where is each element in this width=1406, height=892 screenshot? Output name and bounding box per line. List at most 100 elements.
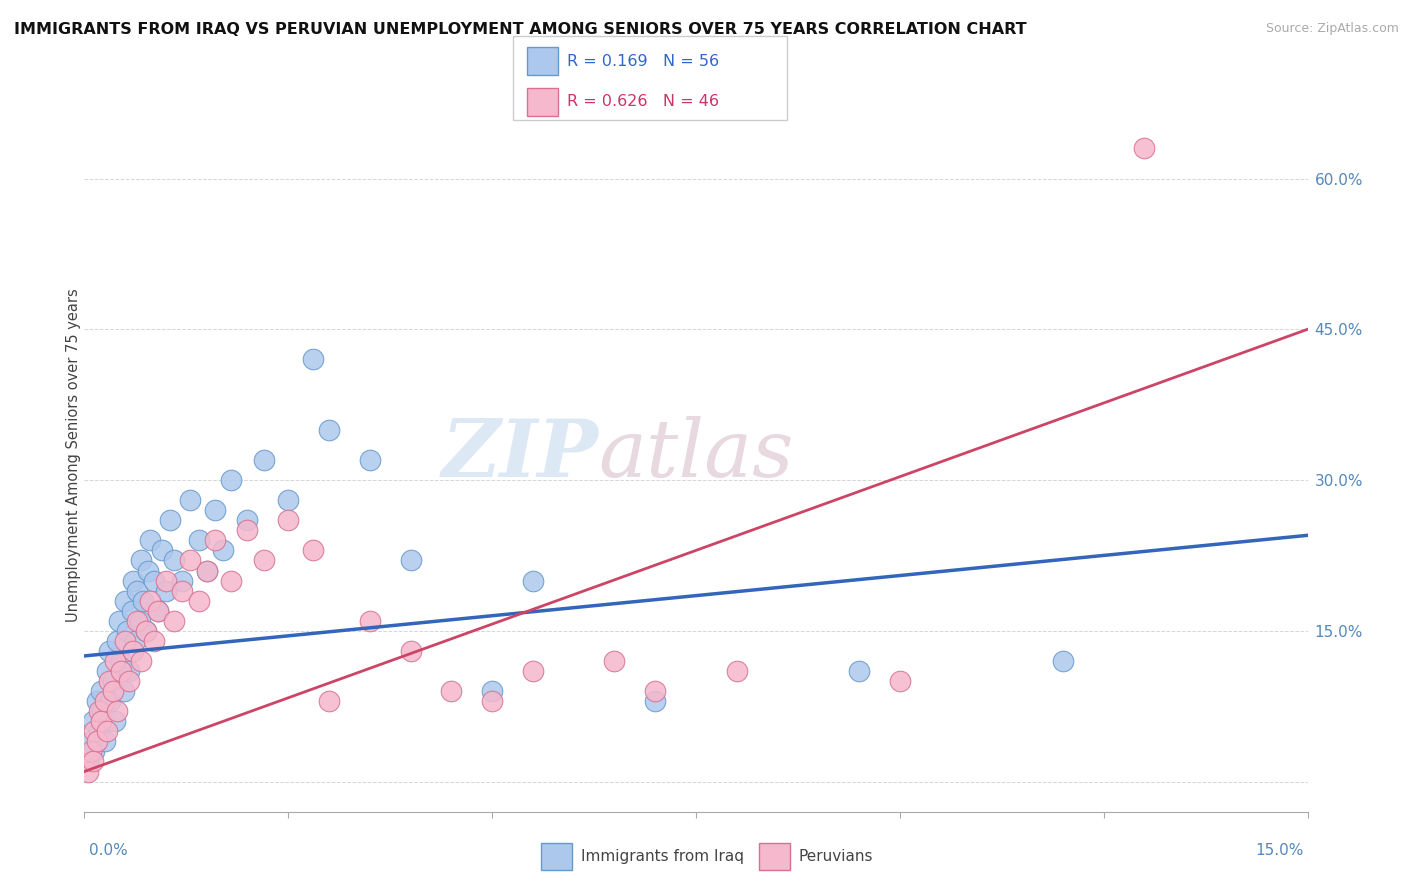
Point [83, 724, 105, 739]
Point [889, 674, 911, 689]
Point [96, 664, 118, 678]
Y-axis label: Unemployment Among Seniors over 75 years: Unemployment Among Seniors over 75 years [66, 288, 80, 622]
Point [219, 574, 242, 588]
Point [118, 664, 141, 678]
Point [253, 553, 276, 567]
Point [135, 624, 157, 638]
Point [644, 684, 666, 698]
Point [277, 513, 299, 527]
Point [110, 664, 132, 678]
Point [481, 684, 503, 698]
Point [132, 593, 155, 607]
Text: IMMIGRANTS FROM IRAQ VS PERUVIAN UNEMPLOYMENT AMONG SENIORS OVER 75 YEARS CORREL: IMMIGRANTS FROM IRAQ VS PERUVIAN UNEMPLO… [14, 22, 1026, 37]
Point [107, 614, 129, 628]
Point [440, 684, 463, 698]
Point [179, 553, 201, 567]
Point [204, 533, 226, 548]
Point [101, 684, 124, 698]
Text: R = 0.626   N = 46: R = 0.626 N = 46 [567, 95, 718, 110]
Point [131, 654, 153, 668]
Point [90, 714, 112, 729]
Point [187, 533, 209, 548]
Point [114, 633, 136, 648]
Point [146, 604, 169, 618]
Point [195, 564, 218, 578]
Point [115, 624, 138, 638]
Point [97, 674, 120, 689]
Point [90, 684, 112, 698]
Point [163, 614, 186, 628]
Point [82, 714, 104, 729]
Point [105, 633, 128, 648]
Text: Source: ZipAtlas.com: Source: ZipAtlas.com [1265, 22, 1399, 36]
Point [91, 704, 114, 718]
Point [93, 734, 115, 748]
Point [725, 664, 748, 678]
Point [114, 593, 136, 607]
Point [93, 694, 115, 708]
Point [128, 614, 150, 628]
Point [87, 724, 110, 739]
Point [87, 704, 110, 718]
Point [80, 734, 103, 748]
Point [142, 633, 165, 648]
Point [522, 664, 544, 678]
Point [644, 694, 666, 708]
Point [212, 543, 235, 558]
Point [301, 352, 323, 367]
Point [359, 453, 381, 467]
Point [159, 513, 181, 527]
Point [135, 624, 157, 638]
Point [104, 714, 127, 729]
Point [318, 423, 340, 437]
Point [155, 583, 177, 598]
Point [848, 664, 870, 678]
Point [83, 744, 105, 758]
Point [187, 593, 209, 607]
Point [155, 574, 177, 588]
Point [522, 574, 544, 588]
Point [131, 553, 153, 567]
Text: R = 0.169   N = 56: R = 0.169 N = 56 [567, 54, 718, 69]
Point [122, 644, 145, 658]
Point [1052, 654, 1074, 668]
Text: 0.0%: 0.0% [89, 843, 128, 858]
Point [236, 513, 259, 527]
Point [138, 533, 160, 548]
Point [253, 453, 276, 467]
Text: ZIP: ZIP [441, 417, 598, 493]
Point [163, 553, 186, 567]
Point [603, 654, 626, 668]
Point [219, 473, 242, 487]
Point [80, 744, 103, 758]
Text: Peruvians: Peruvians [799, 849, 873, 863]
Point [179, 493, 201, 508]
Point [110, 654, 132, 668]
Point [172, 583, 194, 598]
Point [124, 633, 146, 648]
Point [359, 614, 381, 628]
Point [118, 674, 141, 689]
Point [82, 755, 104, 769]
Point [86, 694, 108, 708]
Point [77, 764, 100, 779]
Point [121, 604, 143, 618]
Text: Immigrants from Iraq: Immigrants from Iraq [581, 849, 744, 863]
Point [96, 724, 118, 739]
Point [236, 524, 259, 538]
Text: atlas: atlas [598, 417, 793, 493]
Point [172, 574, 194, 588]
Point [136, 564, 159, 578]
Point [101, 674, 124, 689]
Text: 15.0%: 15.0% [1256, 843, 1303, 858]
Point [97, 644, 120, 658]
Point [204, 503, 226, 517]
Point [100, 694, 122, 708]
Point [104, 654, 127, 668]
Point [150, 543, 173, 558]
Point [122, 574, 145, 588]
Point [195, 564, 218, 578]
Point [318, 694, 340, 708]
Point [138, 593, 160, 607]
Point [105, 704, 128, 718]
